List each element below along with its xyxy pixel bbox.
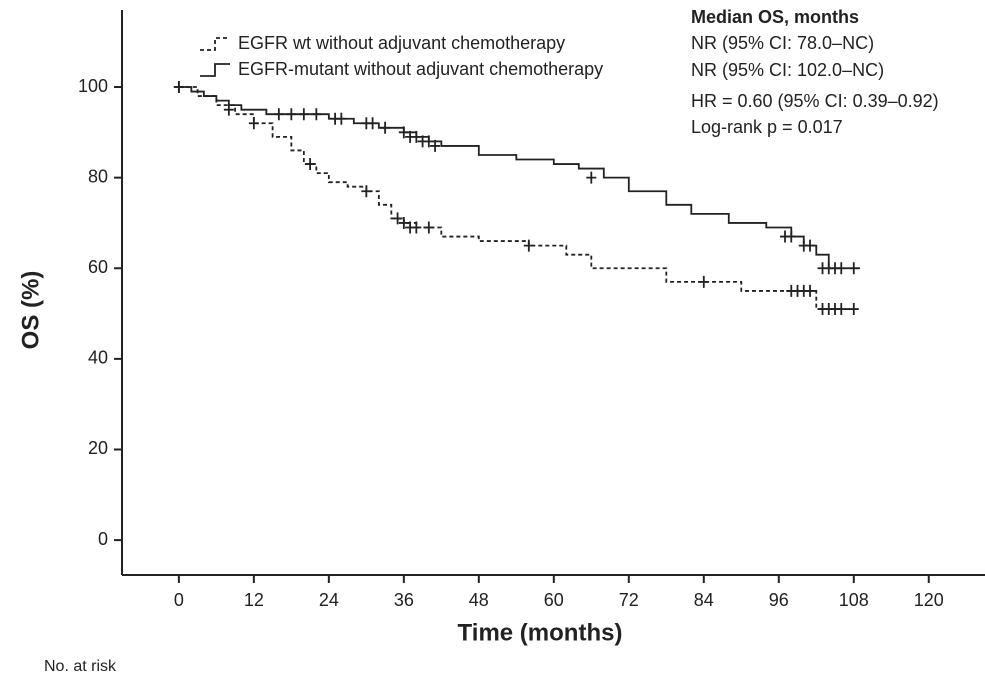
censor-mark bbox=[380, 121, 391, 134]
annotation: Median OS, months bbox=[691, 7, 859, 27]
y-tick-label: 60 bbox=[88, 257, 108, 277]
survival-curve bbox=[178, 86, 861, 270]
censor-mark bbox=[398, 126, 409, 139]
censor-mark bbox=[336, 112, 347, 125]
censor-mark bbox=[786, 230, 797, 243]
legend-swatch bbox=[200, 63, 230, 77]
legend-swatch bbox=[200, 37, 230, 51]
x-tick-label: 0 bbox=[174, 590, 184, 610]
annotation: HR = 0.60 (95% CI: 0.39–0.92) bbox=[691, 91, 939, 111]
y-tick-label: 80 bbox=[88, 166, 108, 186]
x-tick-label: 72 bbox=[619, 590, 639, 610]
y-tick-label: 100 bbox=[78, 76, 108, 96]
censor-mark bbox=[848, 303, 859, 316]
y-tick-label: 20 bbox=[88, 438, 108, 458]
annotation: NR (95% CI: 78.0–NC) bbox=[691, 33, 874, 53]
x-tick-label: 84 bbox=[694, 590, 714, 610]
x-axis-label: Time (months) bbox=[458, 619, 623, 646]
censor-mark bbox=[298, 108, 309, 121]
legend-label: EGFR wt without adjuvant chemotherapy bbox=[238, 33, 565, 53]
x-tick-label: 36 bbox=[394, 590, 414, 610]
censor-mark bbox=[411, 130, 422, 143]
survival-curve bbox=[178, 86, 854, 310]
censor-mark bbox=[836, 262, 847, 275]
censor-mark bbox=[423, 135, 434, 148]
censor-mark bbox=[173, 81, 184, 94]
censor-mark bbox=[848, 262, 859, 275]
y-tick-label: 40 bbox=[88, 348, 108, 368]
censor-mark bbox=[836, 303, 847, 316]
footer: No. at risk bbox=[44, 658, 117, 675]
censor-mark bbox=[698, 275, 709, 288]
y-tick-label: 0 bbox=[98, 529, 108, 549]
censor-mark bbox=[523, 239, 534, 252]
annotation: Log-rank p = 0.017 bbox=[691, 117, 843, 137]
x-tick-label: 120 bbox=[914, 590, 944, 610]
censor-mark bbox=[398, 216, 409, 229]
censor-mark bbox=[805, 239, 816, 252]
censor-mark bbox=[273, 108, 284, 121]
y-axis-label: OS (%) bbox=[17, 271, 44, 350]
annotation: NR (95% CI: 102.0–NC) bbox=[691, 60, 884, 80]
censor-mark bbox=[586, 171, 597, 184]
censor-mark bbox=[392, 212, 403, 225]
x-tick-label: 108 bbox=[839, 590, 869, 610]
censor-mark bbox=[411, 221, 422, 234]
x-tick-label: 60 bbox=[544, 590, 564, 610]
censor-mark bbox=[361, 185, 372, 198]
censor-mark bbox=[248, 117, 259, 130]
censor-mark bbox=[311, 108, 322, 121]
censor-mark bbox=[367, 117, 378, 130]
legend-label: EGFR-mutant without adjuvant chemotherap… bbox=[238, 59, 603, 79]
x-tick-label: 24 bbox=[319, 590, 339, 610]
censor-mark bbox=[430, 139, 441, 152]
x-tick-label: 48 bbox=[469, 590, 489, 610]
censor-mark bbox=[805, 284, 816, 297]
censor-mark bbox=[423, 221, 434, 234]
censor-mark bbox=[286, 108, 297, 121]
censor-mark bbox=[305, 158, 316, 171]
x-tick-label: 12 bbox=[244, 590, 264, 610]
x-tick-label: 96 bbox=[769, 590, 789, 610]
